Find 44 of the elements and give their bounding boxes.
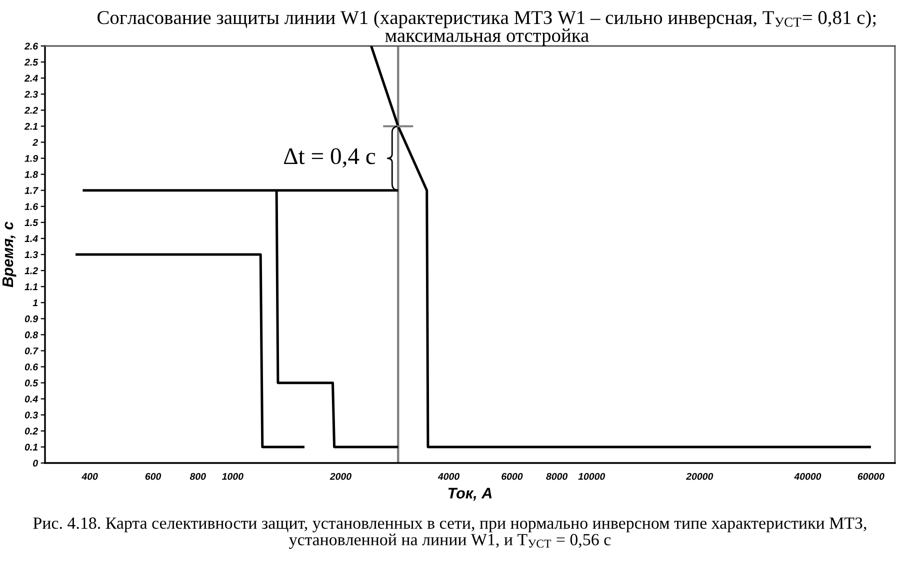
y-tick-label: 1.8 <box>24 171 38 178</box>
y-tick-label: 0 <box>33 460 38 467</box>
y-tick-label: 0.8 <box>24 331 38 338</box>
y-tick-label: 1.3 <box>24 251 38 258</box>
y-tick-label: 1.9 <box>24 155 38 162</box>
y-tick-label: 0.4 <box>24 396 38 402</box>
y-tick-label: 2.4 <box>24 74 38 82</box>
annotation: Δt = 0,4 с <box>284 148 376 168</box>
y-tick-label: 2.1 <box>24 122 38 130</box>
y-tick-label: 0.2 <box>24 428 38 435</box>
x-tick-label: 10000 <box>578 472 606 480</box>
x-tick-label: 20000 <box>686 472 714 480</box>
y-axis-title: Время, с <box>2 222 16 288</box>
x-tick-label: 40000 <box>794 472 822 480</box>
text: Рис. 4.18. Карта селективности защит, установленных в сети, при нормально инверсном типе характеристики МТЗ, установленной на линии W1, и T$_{УСТ}$ = 0,56 с <box>33 517 866 549</box>
y-tick-label: 1 <box>32 299 38 306</box>
y-tick-label: 0.7 <box>24 347 38 354</box>
x-tick-label: 4000 <box>438 472 460 480</box>
x-tick-label: 800 <box>190 472 206 480</box>
y-tick-label: 1.1 <box>24 283 38 290</box>
y-tick-label: 1.5 <box>24 219 38 226</box>
x-tick-label: 400 <box>82 472 98 480</box>
x-tick-label: 8000 <box>546 472 568 480</box>
x-axis-title: Ток, А <box>448 488 492 501</box>
y-tick-label: 2.5 <box>24 58 38 66</box>
y-tick-label: 0.1 <box>24 444 38 451</box>
y-tick-label: 2.3 <box>24 90 38 98</box>
y-tick-label: 2.6 <box>24 42 38 50</box>
y-tick-label: 0.9 <box>24 315 38 322</box>
chart-title: Согласование защиты линии W1 (характеристика МТЗ W1 – сильно инверсная, T$_{УСТ}$= 0,81 с); максимальная отстройка <box>98 10 876 46</box>
y-tick-label: 2.2 <box>24 106 38 114</box>
y-tick-label: 1.4 <box>24 235 38 242</box>
y-tick-label: 0.6 <box>24 364 38 370</box>
x-tick-label: 600 <box>145 472 162 480</box>
x-tick-label: 2000 <box>330 472 352 480</box>
x-tick-label: 6000 <box>502 472 523 480</box>
y-tick-label: 1.7 <box>24 187 38 194</box>
y-tick-label: 0.3 <box>24 412 38 419</box>
y-tick-label: 1.2 <box>24 267 38 274</box>
y-tick-label: 1.6 <box>24 203 38 210</box>
x-tick-label: 1000 <box>222 472 244 480</box>
x-tick-label: 60000 <box>858 472 884 480</box>
y-tick-label: 0.5 <box>24 380 38 386</box>
y-tick-label: 2 <box>32 138 38 146</box>
